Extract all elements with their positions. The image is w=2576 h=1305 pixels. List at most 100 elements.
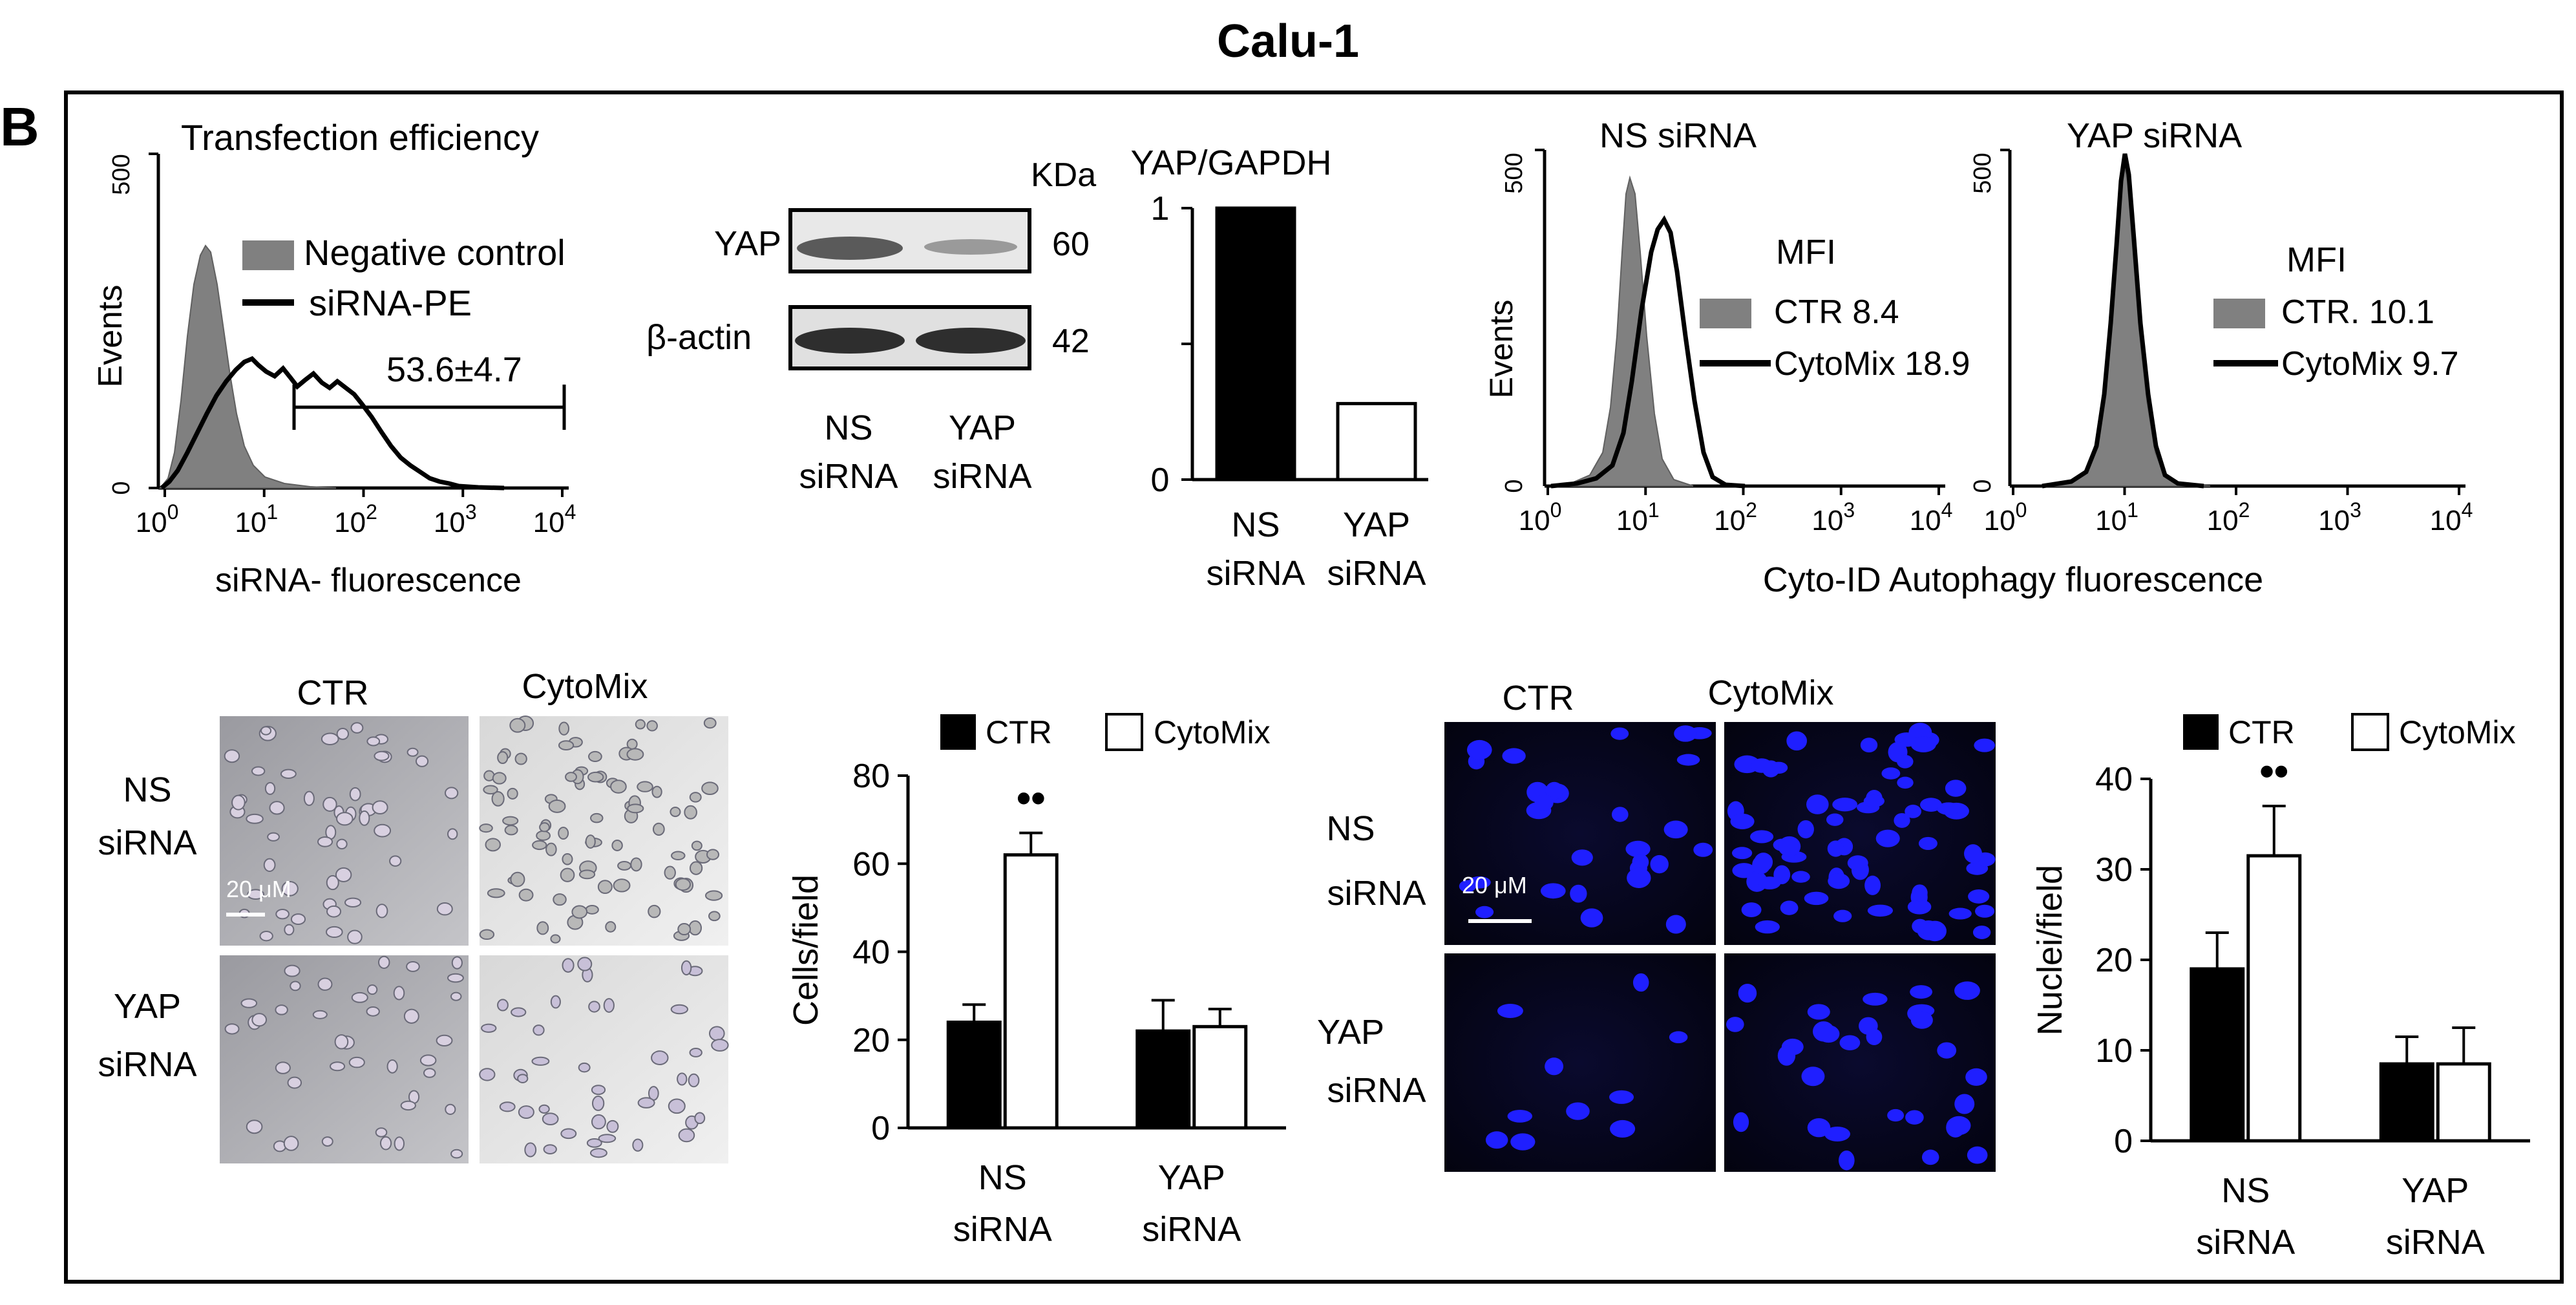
fl-col-ctr: CTR (1503, 679, 1574, 717)
nucleus (1485, 1131, 1508, 1149)
nucleus (1827, 840, 1844, 857)
bf-cell (632, 1138, 644, 1152)
nuclei-ytick: 10 (2095, 1032, 2133, 1070)
nucleus (1866, 1028, 1883, 1045)
bf-cell (588, 750, 602, 762)
nucleus (1964, 844, 1982, 864)
band-yap-yap (924, 239, 1017, 255)
nucleus (1545, 1057, 1564, 1076)
nucleus (1864, 875, 1881, 895)
bf-cell (375, 1127, 388, 1138)
bf-row-ns-line2: siRNA (98, 823, 196, 862)
bf-cell (578, 1062, 591, 1073)
cells-ylabel: Cells/field (787, 875, 825, 1026)
western-blot: KDa YAP β-actin 60 42 NS siRNA YAP siRNA (646, 156, 1096, 496)
bf-cell (708, 911, 721, 922)
nucleus (1665, 915, 1686, 934)
bf-cell (447, 828, 458, 840)
bf-row-ns-line1: NS (123, 770, 171, 809)
bf-cell (536, 830, 551, 841)
cyto-yap-ytick-500: 500 (1969, 153, 1996, 193)
nucleus (1894, 812, 1910, 828)
nucleus (1610, 727, 1629, 740)
nucleus (1828, 873, 1850, 889)
cells-per-field-chart: CTR CytoMix Cells/field 0 20 40 60 80 NS siRNA… (787, 713, 1286, 1249)
y-axis-label: Events (92, 285, 129, 388)
nucleus (1632, 973, 1649, 992)
bf-cell (290, 981, 301, 992)
bf-cell (531, 1056, 550, 1066)
bf-cell (689, 792, 702, 803)
bf-cell (706, 849, 720, 860)
bf-cell (280, 769, 297, 779)
bf-cell (400, 1100, 416, 1111)
nucleus (1609, 1090, 1634, 1104)
nucleus (1475, 906, 1494, 918)
nuclei-bar-cytomix-1 (2436, 1062, 2491, 1143)
nucleus (1786, 731, 1808, 751)
bf-cell (259, 931, 273, 942)
bf-cell (560, 1128, 577, 1140)
cells-legend-swatch-cytomix (1105, 713, 1143, 751)
cells-ytick: 80 (852, 758, 890, 795)
bf-cell (303, 790, 315, 806)
nucleus (1738, 984, 1757, 1003)
bf-cell (394, 1136, 405, 1151)
bf-cell (558, 826, 569, 840)
bf-cell (264, 781, 276, 795)
bf-cell (378, 955, 390, 969)
bf-cell (681, 960, 692, 976)
transfection-xtick-2: 102 (334, 500, 377, 538)
ytick-0: 0 (108, 481, 135, 494)
bf-cell (479, 823, 493, 833)
nucleus (1571, 849, 1593, 866)
transfection-xtick-3: 103 (434, 500, 477, 538)
bf-cell (511, 1007, 527, 1017)
bf-cell (334, 1034, 349, 1050)
bf-cell (558, 740, 575, 750)
bf-cell (487, 888, 505, 898)
cyto-ns-xtick-3: 103 (1811, 498, 1855, 536)
nucleus (1910, 1011, 1933, 1029)
bf-cell (677, 923, 692, 936)
bf-cell (492, 772, 507, 785)
nucleus (1755, 920, 1780, 934)
nucleus (1801, 1066, 1825, 1087)
nucleus (1967, 1146, 1988, 1164)
cells-ytick: 40 (852, 934, 890, 971)
bf-cell (689, 861, 703, 875)
bf-cell (670, 1004, 688, 1015)
gate-value: 53.6±4.7 (386, 350, 522, 389)
cells-cat-line1: NS (978, 1158, 1027, 1197)
bf-cell (510, 871, 525, 887)
sirna-pe-histogram (160, 355, 505, 491)
bf-cell (670, 806, 681, 818)
bf-cell (393, 986, 405, 1001)
nucleus (1804, 891, 1829, 906)
bf-cell (240, 998, 258, 1008)
bf-cell (571, 905, 588, 919)
bf-cell (372, 800, 388, 815)
cyto-yap-ytick-0: 0 (1969, 479, 1996, 493)
cyto-ns-xtick-0: 100 (1519, 498, 1562, 536)
nucleus (1497, 1004, 1523, 1018)
nucleus (1910, 985, 1933, 999)
cyto-ns-cytomix-histogram (1550, 215, 1746, 489)
bf-cell (646, 720, 658, 732)
bf-cell (542, 1112, 559, 1126)
fl-row-yap-line2: siRNA (1327, 1071, 1426, 1110)
ratio-ytick-1: 1 (1151, 190, 1170, 228)
nucleus (1948, 907, 1972, 920)
nucleus (1905, 1110, 1924, 1125)
nucleus (1875, 829, 1900, 847)
cells-ytick: 20 (852, 1022, 890, 1059)
bf-cell (224, 1023, 240, 1035)
cyto-ns-title: NS siRNA (1599, 116, 1757, 155)
bf-cell (589, 812, 604, 823)
bf-cell (548, 799, 566, 813)
bf-cell (251, 766, 266, 776)
nuclei-significance-marker: •• (2259, 748, 2288, 794)
nucleus (1663, 820, 1688, 839)
bf-cell (711, 1039, 729, 1052)
nucleus (1887, 1109, 1905, 1122)
